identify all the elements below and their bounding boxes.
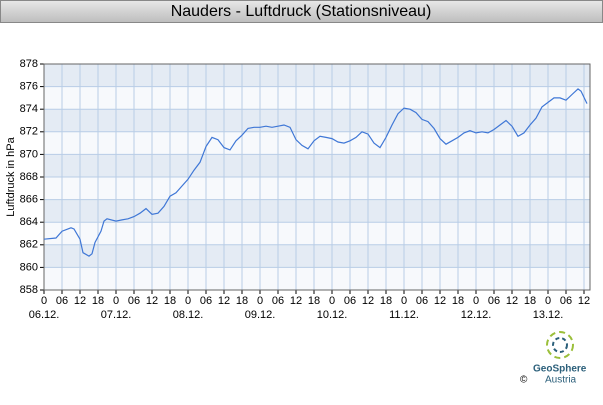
- x-day-label: 10.12.: [317, 309, 348, 321]
- y-tick-label: 860: [20, 261, 38, 273]
- x-tick-label: 06: [488, 295, 500, 307]
- x-tick-label: 12: [146, 295, 158, 307]
- x-tick-label: 18: [236, 295, 248, 307]
- x-tick-label: 0: [473, 295, 479, 307]
- x-day-label: 08.12.: [173, 309, 204, 321]
- x-tick-label: 12: [434, 295, 446, 307]
- x-tick-label: 18: [92, 295, 104, 307]
- logo: GeoSphere Austria ©: [520, 331, 587, 386]
- x-tick-label: 06: [56, 295, 68, 307]
- x-tick-label: 06: [344, 295, 356, 307]
- logo-text: GeoSphere: [533, 364, 587, 375]
- x-tick-label: 12: [218, 295, 230, 307]
- x-tick-label: 06: [128, 295, 140, 307]
- x-day-label: 06.12.: [29, 309, 60, 321]
- x-tick-label: 0: [401, 295, 407, 307]
- x-tick-label: 12: [578, 295, 590, 307]
- y-tick-label: 858: [20, 284, 38, 296]
- band: [44, 86, 590, 110]
- band: [44, 177, 590, 200]
- x-tick-label: 06: [560, 295, 572, 307]
- band: [44, 267, 590, 290]
- x-tick-label: 18: [380, 295, 392, 307]
- y-tick-label: 872: [20, 126, 38, 138]
- x-tick-label: 0: [329, 295, 335, 307]
- x-tick-label: 18: [308, 295, 320, 307]
- logo-text: Austria: [545, 375, 577, 386]
- x-tick-label: 18: [452, 295, 464, 307]
- band: [44, 199, 590, 223]
- y-tick-label: 870: [20, 148, 38, 160]
- logo-icon: [546, 331, 574, 359]
- chart-title: Nauders - Luftdruck (Stationsniveau): [171, 3, 432, 20]
- band: [44, 244, 590, 268]
- x-tick-label: 06: [200, 295, 212, 307]
- x-tick-label: 0: [113, 295, 119, 307]
- x-day-label: 11.12.: [389, 309, 419, 321]
- x-tick-label: 06: [416, 295, 428, 307]
- x-tick-label: 12: [74, 295, 86, 307]
- band: [44, 154, 590, 177]
- y-tick-label: 874: [20, 103, 38, 115]
- y-tick-label: 868: [20, 171, 38, 183]
- x-tick-label: 0: [41, 295, 47, 307]
- logo-icon: [552, 337, 568, 353]
- plot-frame: [43, 63, 591, 291]
- y-tick-label: 866: [20, 194, 38, 206]
- y-tick-label: 876: [20, 81, 38, 93]
- x-tick-label: 12: [362, 295, 374, 307]
- x-tick-label: 0: [545, 295, 551, 307]
- x-tick-label: 12: [506, 295, 518, 307]
- band: [44, 64, 590, 87]
- y-axis-label: Luftdruck in hPa: [5, 136, 17, 216]
- y-tick-label: 878: [20, 58, 38, 70]
- band: [44, 131, 590, 155]
- y-tick-label: 862: [20, 239, 38, 251]
- copyright: ©: [520, 375, 528, 386]
- band: [44, 109, 590, 132]
- x-day-label: 07.12.: [101, 309, 132, 321]
- x-day-label: 13.12.: [533, 309, 564, 321]
- x-tick-label: 0: [185, 295, 191, 307]
- x-tick-label: 0: [257, 295, 263, 307]
- y-tick-label: 864: [20, 216, 38, 228]
- data-line: [43, 88, 588, 257]
- band: [44, 222, 590, 245]
- x-tick-label: 18: [164, 295, 176, 307]
- x-tick-label: 12: [290, 295, 302, 307]
- x-day-label: 09.12.: [245, 309, 276, 321]
- x-tick-label: 18: [524, 295, 536, 307]
- x-day-label: 12.12.: [461, 309, 492, 321]
- x-tick-label: 06: [272, 295, 284, 307]
